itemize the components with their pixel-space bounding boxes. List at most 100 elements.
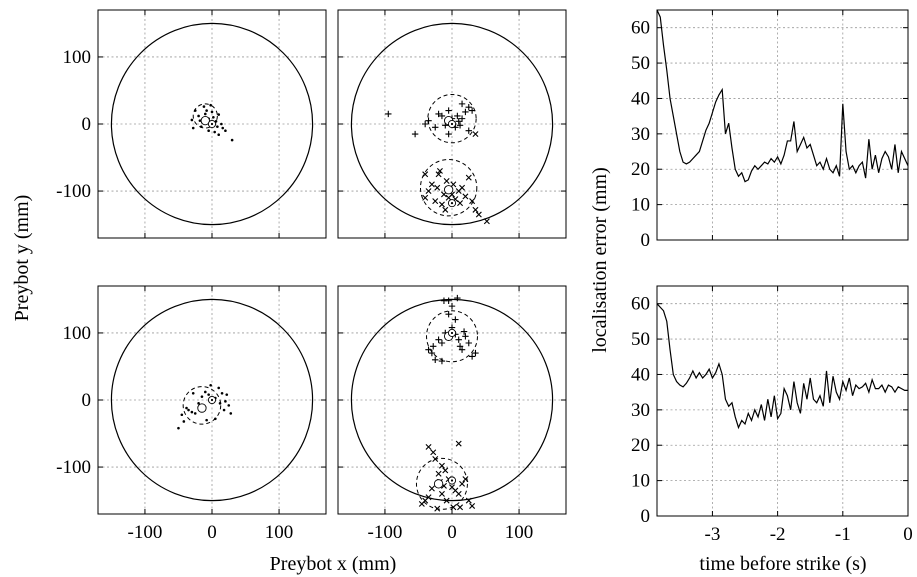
x-tick-label: -3: [705, 524, 721, 545]
data-point-dot: [210, 110, 214, 114]
data-point-dot: [224, 129, 227, 133]
data-point-plus: [458, 100, 466, 108]
plot-frame: [656, 9, 909, 241]
y-tick-label: 40: [631, 88, 650, 109]
x-tick-label: -1: [835, 524, 851, 545]
data-point-plus: [465, 104, 472, 111]
y-tick-label: 50: [631, 329, 650, 350]
data-point-plus: [430, 343, 437, 350]
data-point-cross: [438, 490, 445, 497]
panel-scatter-top-left: -100 0 100: [56, 9, 327, 239]
x-tick-label: -100: [128, 522, 163, 543]
arena-circle: [110, 22, 314, 226]
y-tick-label: 10: [631, 471, 650, 492]
data-point-dot: [197, 114, 200, 118]
data-point-cross: [472, 131, 479, 138]
data-point-dot: [230, 138, 234, 142]
data-point-plus: [435, 110, 442, 118]
data-point-plus: [455, 336, 462, 343]
data-point-dot: [220, 122, 223, 126]
data-point-cross: [443, 497, 450, 504]
data-point-dot: [185, 406, 188, 410]
panel-error-top: 0 10 20 30 40 50 60: [631, 9, 909, 251]
data-point-cross: [438, 201, 445, 208]
data-point-dot: [227, 404, 231, 407]
data-point-plus: [435, 336, 442, 343]
right-y-axis-label: localisation error (mm): [589, 167, 611, 353]
y-tick-label: 100: [63, 323, 92, 344]
x-tick-label: 0: [447, 522, 457, 543]
true-location-center: [210, 398, 214, 402]
y-tick-label: 20: [631, 159, 650, 180]
data-point-plus: [445, 107, 452, 114]
data-point-plus: [468, 107, 476, 114]
data-point-dot: [200, 395, 204, 398]
left-y-axis-label: Preybot y (mm): [11, 195, 33, 322]
right-x-axis-label: time before strike (s): [699, 553, 866, 575]
y-tick-label: 30: [631, 124, 650, 145]
data-point-dot: [229, 412, 233, 415]
plot-frame: [656, 285, 909, 517]
data-point-cross: [457, 504, 464, 511]
data-point-plus: [385, 110, 392, 118]
left-x-axis-label: Preybot x (mm): [270, 553, 397, 575]
data-point-dot: [191, 126, 195, 130]
y-tick-label: 40: [631, 364, 650, 385]
x-tick-label: 0: [903, 524, 913, 545]
data-point-plus: [465, 339, 472, 347]
data-point-dot: [218, 402, 222, 405]
cluster-circle: [192, 103, 218, 129]
data-point-plus: [458, 346, 466, 353]
data-point-plus: [445, 310, 452, 318]
data-point-dot: [190, 410, 194, 414]
data-point-cross: [469, 198, 476, 205]
arena-circle: [350, 22, 554, 226]
data-point-dot: [202, 105, 206, 108]
data-point-plus: [448, 302, 456, 310]
data-point-cross: [459, 480, 466, 487]
data-point-dot: [212, 115, 215, 119]
arena-circle: [350, 298, 554, 502]
data-point-cross: [465, 174, 472, 181]
data-point-plus: [462, 333, 469, 340]
data-point-dot: [203, 390, 207, 394]
data-point-dot: [187, 408, 190, 412]
data-point-plus: [458, 115, 466, 122]
data-point-cross: [435, 470, 442, 477]
true-location-center: [210, 122, 214, 126]
data-point-cross: [425, 188, 432, 195]
x-tick-label: -100: [368, 522, 403, 543]
x-tick-label: -2: [770, 524, 786, 545]
data-point-cross: [457, 200, 464, 207]
data-point-dot: [209, 103, 212, 107]
y-tick-label: -100: [56, 181, 91, 202]
data-point-plus: [421, 120, 429, 128]
data-point-plus: [452, 316, 459, 323]
data-point-plus: [428, 349, 436, 357]
panel-scatter-top-right: [337, 9, 567, 239]
error-series-line: [656, 303, 908, 430]
data-point-cross: [422, 194, 429, 201]
data-point-cross: [475, 211, 482, 218]
data-point-cross: [432, 198, 439, 205]
data-point-cross: [459, 184, 466, 191]
data-point-plus: [455, 118, 462, 125]
data-point-cross: [430, 449, 437, 456]
data-point-cross: [428, 181, 435, 188]
data-point-dot: [225, 393, 229, 396]
data-point-cross: [469, 502, 476, 509]
y-tick-label: 0: [82, 390, 92, 411]
data-point-dot: [217, 113, 221, 116]
data-point-cross: [450, 181, 457, 188]
data-point-plus: [460, 328, 468, 335]
data-point-plus: [456, 343, 464, 350]
data-point-plus: [454, 112, 461, 120]
y-tick-label: 100: [63, 47, 92, 68]
data-point-dot: [205, 109, 208, 112]
panel-error-bottom: -3 -2 -1 0 0 10 20 30 40 50 60: [631, 285, 913, 545]
data-point-cross: [443, 178, 450, 184]
data-point-plus: [454, 294, 461, 302]
data-point-dot: [190, 118, 194, 122]
x-tick-label: 100: [505, 522, 534, 543]
panel-scatter-bottom-right: -100 0 100: [337, 285, 567, 543]
